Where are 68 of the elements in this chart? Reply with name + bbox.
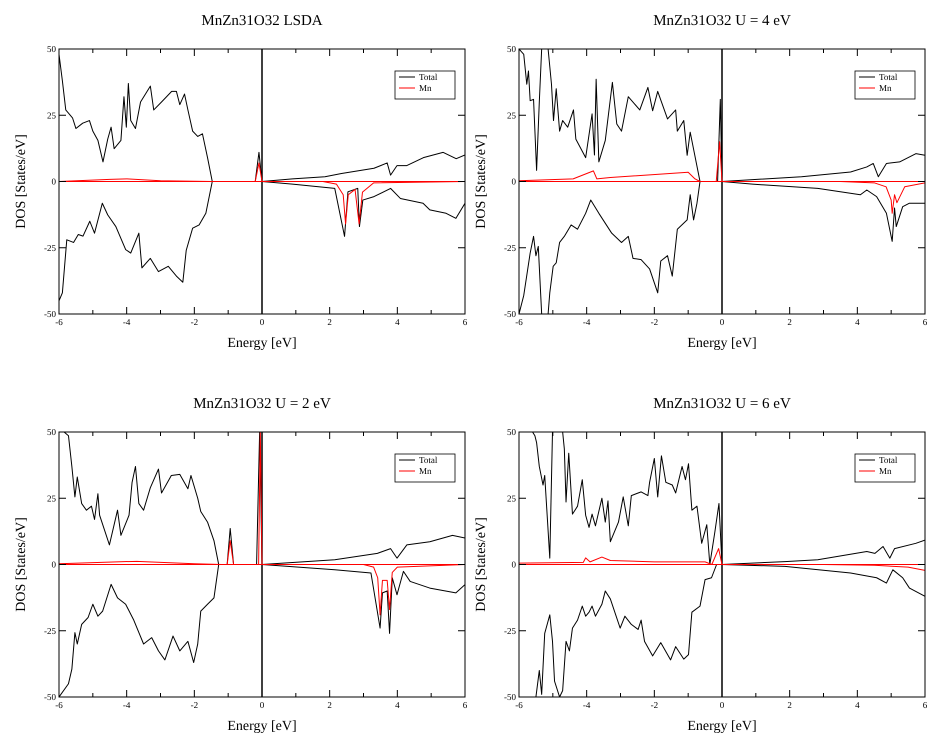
legend-label: Mn xyxy=(419,466,432,476)
x-tick-label: 0 xyxy=(720,700,725,710)
y-tick-label: -25 xyxy=(504,626,516,636)
y-tick-label: 25 xyxy=(507,110,516,120)
legend-label: Mn xyxy=(419,83,432,93)
y-tick-label: -25 xyxy=(44,242,56,253)
y-tick-label: -50 xyxy=(504,692,516,702)
x-axis-title: Energy [eV] xyxy=(227,719,297,734)
x-tick-label: 4 xyxy=(855,700,860,710)
x-axis-title: Energy [eV] xyxy=(687,719,757,734)
x-tick-label: -6 xyxy=(515,317,524,327)
x-tick-label: 0 xyxy=(720,317,725,327)
y-tick-label: 50 xyxy=(47,427,56,437)
y-tick-label: 50 xyxy=(47,44,56,54)
x-tick-label: -4 xyxy=(582,317,591,327)
x-tick-label: 0 xyxy=(260,700,265,710)
y-tick-label: 25 xyxy=(47,493,56,504)
y-tick-label: 0 xyxy=(512,560,516,570)
legend-label: Total xyxy=(879,455,898,465)
chart-title: MnZn31O32 LSDA xyxy=(201,13,323,29)
y-tick-label: 0 xyxy=(52,176,56,186)
chart-title: MnZn31O32 U = 2 eV xyxy=(193,396,331,412)
y-tick-label: -50 xyxy=(44,309,56,319)
y-tick-label: 50 xyxy=(507,44,516,54)
y-tick-label: -25 xyxy=(44,626,56,636)
x-tick-label: 0 xyxy=(260,317,265,327)
chart-title: MnZn31O32 U = 4 eV xyxy=(653,13,791,29)
x-tick-label: 2 xyxy=(787,317,792,327)
y-tick-label: -25 xyxy=(504,242,516,253)
legend-label: Total xyxy=(419,455,438,465)
y-tick-label: -50 xyxy=(44,692,56,702)
x-tick-label: -6 xyxy=(55,700,64,710)
x-tick-label: 6 xyxy=(462,317,468,327)
y-tick-label: 25 xyxy=(507,493,516,504)
y-tick-label: 50 xyxy=(507,427,516,437)
x-tick-label: -4 xyxy=(122,700,131,710)
y-axis-title: DOS [States/eV] xyxy=(14,134,29,229)
y-tick-label: 25 xyxy=(47,110,56,120)
x-tick-label: -2 xyxy=(190,317,198,327)
y-axis-title: DOS [States/eV] xyxy=(474,134,489,229)
x-tick-label: 2 xyxy=(787,700,792,710)
x-tick-label: -6 xyxy=(515,700,524,710)
y-axis-title: DOS [States/eV] xyxy=(14,517,29,612)
x-axis-title: Energy [eV] xyxy=(687,336,757,351)
legend-label: Total xyxy=(879,72,898,82)
legend-label: Total xyxy=(419,72,438,82)
x-tick-label: 4 xyxy=(855,317,860,327)
y-tick-label: -50 xyxy=(504,309,516,319)
x-tick-label: -6 xyxy=(55,317,64,327)
x-tick-label: -4 xyxy=(122,317,131,327)
x-tick-label: 6 xyxy=(922,700,928,710)
x-tick-label: -2 xyxy=(650,700,658,710)
x-tick-label: 2 xyxy=(327,317,332,327)
x-tick-label: 4 xyxy=(395,700,400,710)
x-tick-label: 2 xyxy=(327,700,332,710)
y-tick-label: 0 xyxy=(52,560,56,570)
y-tick-label: 0 xyxy=(512,176,516,186)
y-axis-title: DOS [States/eV] xyxy=(474,517,489,612)
legend-label: Mn xyxy=(879,466,892,476)
x-tick-label: 4 xyxy=(395,317,400,327)
legend-label: Mn xyxy=(879,83,892,93)
x-tick-label: -2 xyxy=(650,317,658,327)
chart-title: MnZn31O32 U = 6 eV xyxy=(653,396,791,412)
x-tick-label: -2 xyxy=(190,700,198,710)
x-axis-title: Energy [eV] xyxy=(227,336,297,351)
x-tick-label: 6 xyxy=(462,700,468,710)
x-tick-label: 6 xyxy=(922,317,928,327)
x-tick-label: -4 xyxy=(582,700,591,710)
